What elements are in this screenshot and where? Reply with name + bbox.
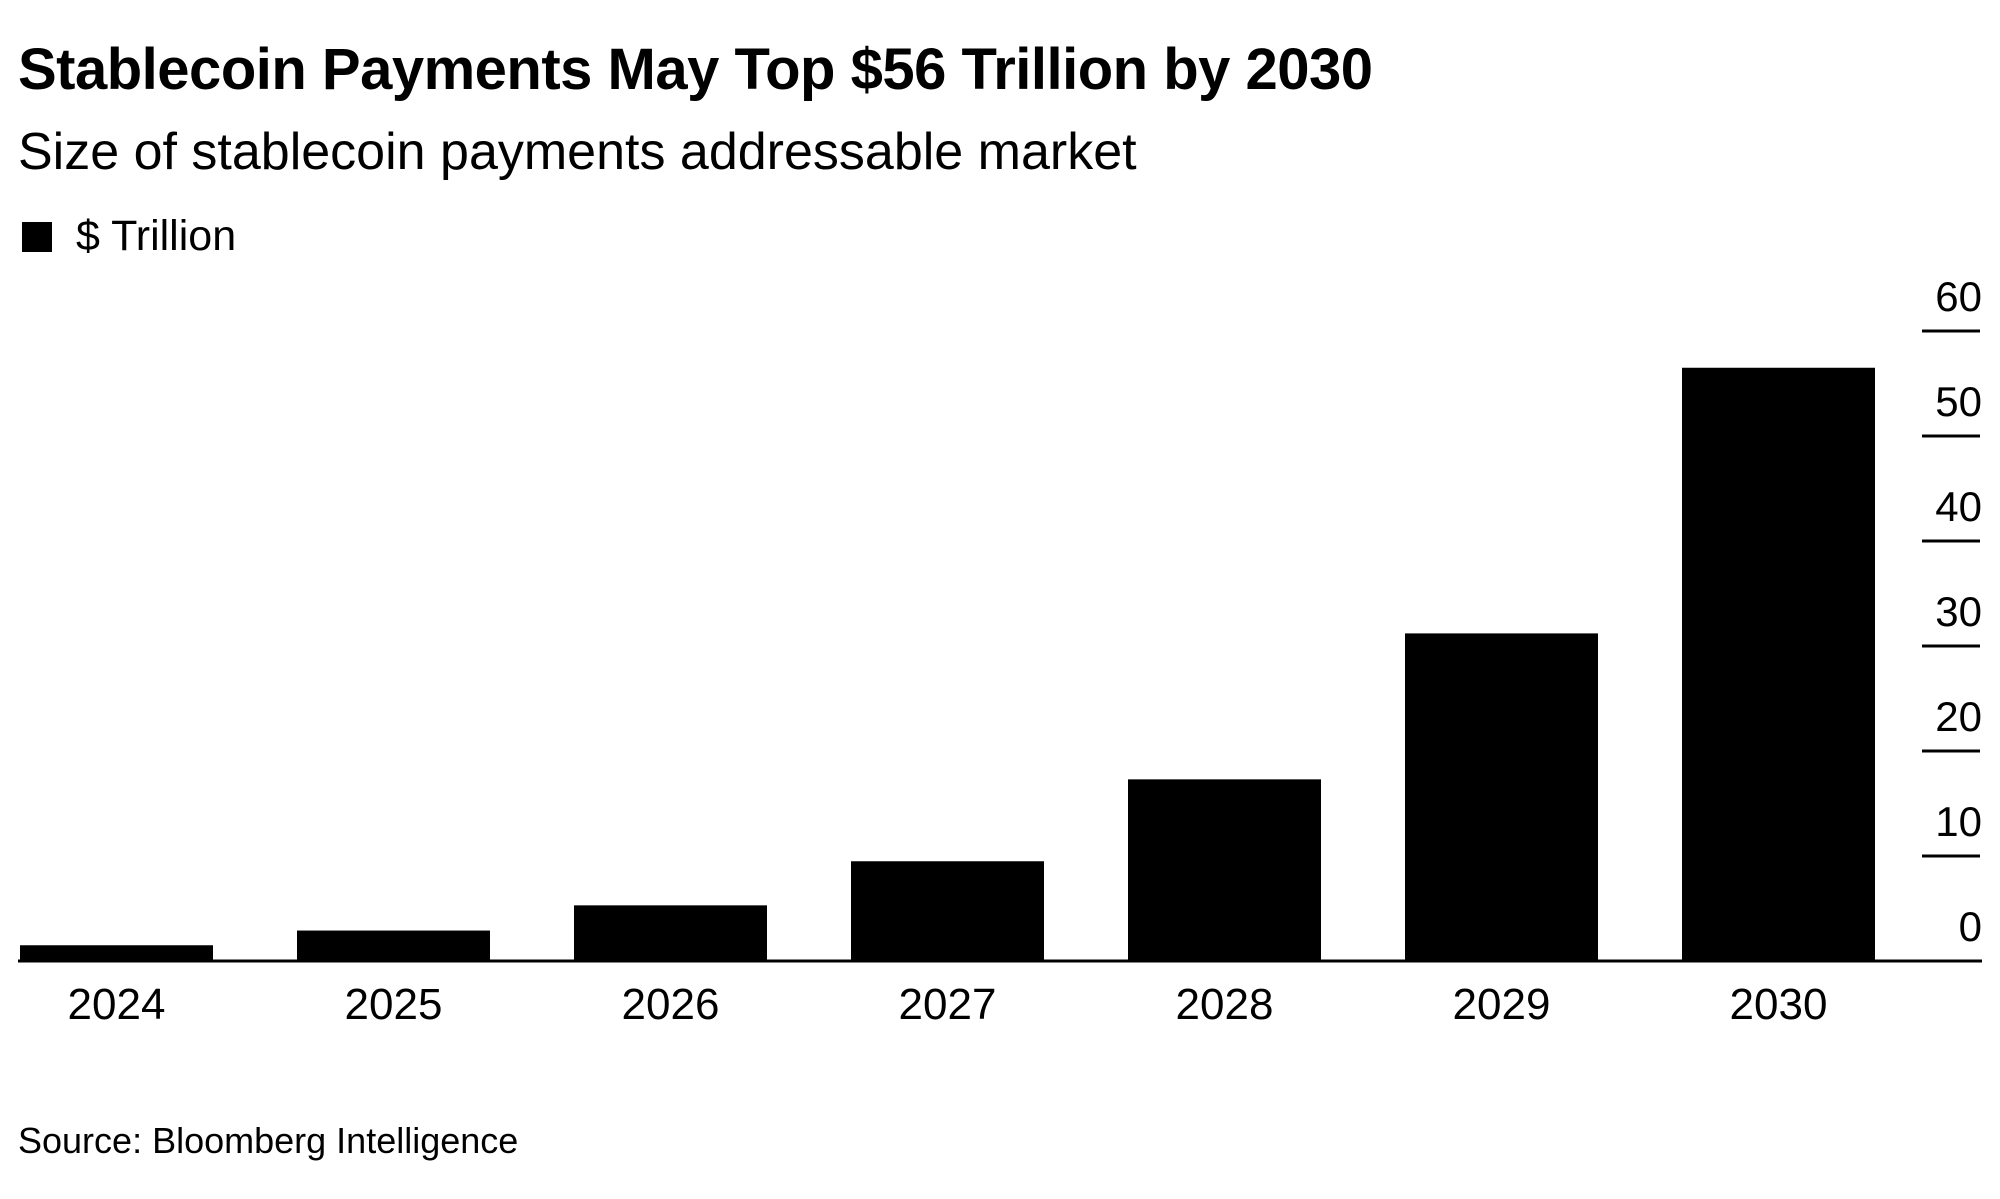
legend-label: $ Trillion xyxy=(76,212,237,260)
y-tick-label: 20 xyxy=(1935,693,1982,740)
bar xyxy=(20,945,213,961)
y-tick-label: 10 xyxy=(1935,798,1982,845)
y-tick-label: 60 xyxy=(1935,273,1982,320)
y-tick-label: 40 xyxy=(1935,483,1982,530)
x-tick-label: 2025 xyxy=(345,980,443,1029)
x-tick-label: 2030 xyxy=(1730,980,1828,1029)
bar xyxy=(1405,633,1598,961)
x-tick-label: 2029 xyxy=(1453,980,1551,1029)
bar xyxy=(1128,779,1321,961)
x-tick-label: 2026 xyxy=(622,980,720,1029)
legend-swatch xyxy=(22,221,52,252)
chart-subtitle: Size of stablecoin payments addressable … xyxy=(18,123,1137,181)
bar xyxy=(851,861,1044,961)
bar xyxy=(297,930,490,961)
chart-title: Stablecoin Payments May Top $56 Trillion… xyxy=(18,37,1373,102)
source-note: Source: Bloomberg Intelligence xyxy=(18,1120,519,1161)
y-tick-label: 30 xyxy=(1935,588,1982,635)
bar xyxy=(1682,367,1875,961)
x-tick-label: 2027 xyxy=(899,980,997,1029)
y-tick-label: 0 xyxy=(1959,903,1982,950)
x-tick-label: 2028 xyxy=(1176,980,1274,1029)
y-tick-label: 50 xyxy=(1935,378,1982,425)
x-tick-label: 2024 xyxy=(68,980,166,1029)
legend: $ Trillion xyxy=(22,212,236,261)
bar xyxy=(574,905,767,961)
